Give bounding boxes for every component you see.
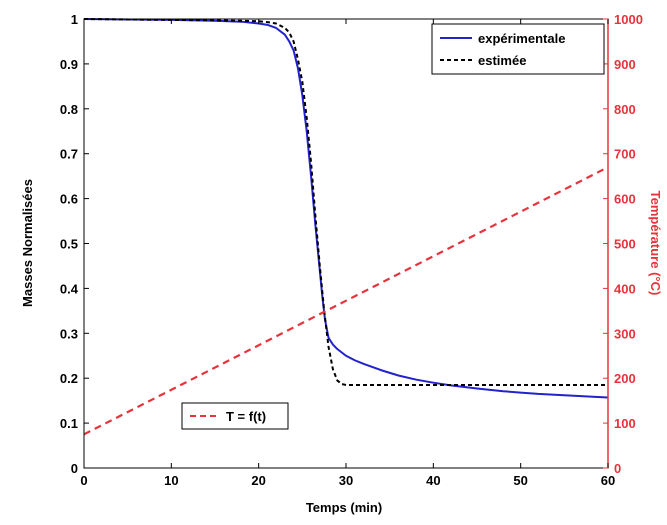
legend-temperature-box [181,402,289,430]
chart-axes [83,18,609,469]
legend-label-temperature: T = f(t) [226,409,266,424]
y-axis-left-label: Masses Normalisées [20,179,35,307]
y-right-tick-label: 100 [614,416,636,431]
y-left-tick-label: 0 [71,461,78,476]
x-tick-label: 10 [164,473,178,488]
x-tick-label: 30 [339,473,353,488]
y-right-tick-label: 700 [614,147,636,162]
legend-main: expérimentale estimée [431,23,605,75]
series-line-2 [83,166,609,436]
y-left-tick-label: 0.9 [60,57,78,72]
series-line-0 [83,18,609,399]
x-tick-label: 60 [601,473,615,488]
y-left-tick-label: 0.6 [60,192,78,207]
x-tick-label: 40 [426,473,440,488]
y-right-tick-label: 900 [614,57,636,72]
y-right-tick-label: 1000 [614,12,643,27]
legend-main-box [431,23,605,75]
y-right-tick-label: 0 [614,461,621,476]
y-left-tick-label: 0.3 [60,326,78,341]
y-right-tick-label: 500 [614,237,636,252]
chart-marks [83,18,609,436]
y-right-tick-label: 800 [614,102,636,117]
legend-label-estimee: estimée [478,53,526,68]
y-right-tick-label: 200 [614,371,636,386]
x-tick-label: 20 [251,473,265,488]
legend-label-experimentale: expérimentale [478,31,565,46]
legend-temperature: T = f(t) [181,402,289,430]
y-left-tick-label: 0.7 [60,147,78,162]
x-axis-label: Temps (min) [306,500,382,515]
x-tick-label: 50 [513,473,527,488]
y-left-tick-label: 0.2 [60,371,78,386]
chart-ticks: 0 10 20 30 40 50 6000.10.20.30.40.50.60.70.80.… [60,12,643,488]
plot-frame [83,18,609,469]
y-left-tick-label: 1 [71,12,78,27]
y-right-tick-label: 400 [614,281,636,296]
x-tick-label: 0 [80,473,87,488]
series-line-1 [83,18,608,386]
y-left-tick-label: 0.4 [60,281,79,296]
y-left-tick-label: 0.8 [60,102,78,117]
y-right-tick-label: 600 [614,192,636,207]
y-axis-right-label: Température (°C) [648,191,663,296]
y-left-tick-label: 0.1 [60,416,78,431]
y-right-tick-label: 300 [614,326,636,341]
y-left-tick-label: 0.5 [60,237,78,252]
